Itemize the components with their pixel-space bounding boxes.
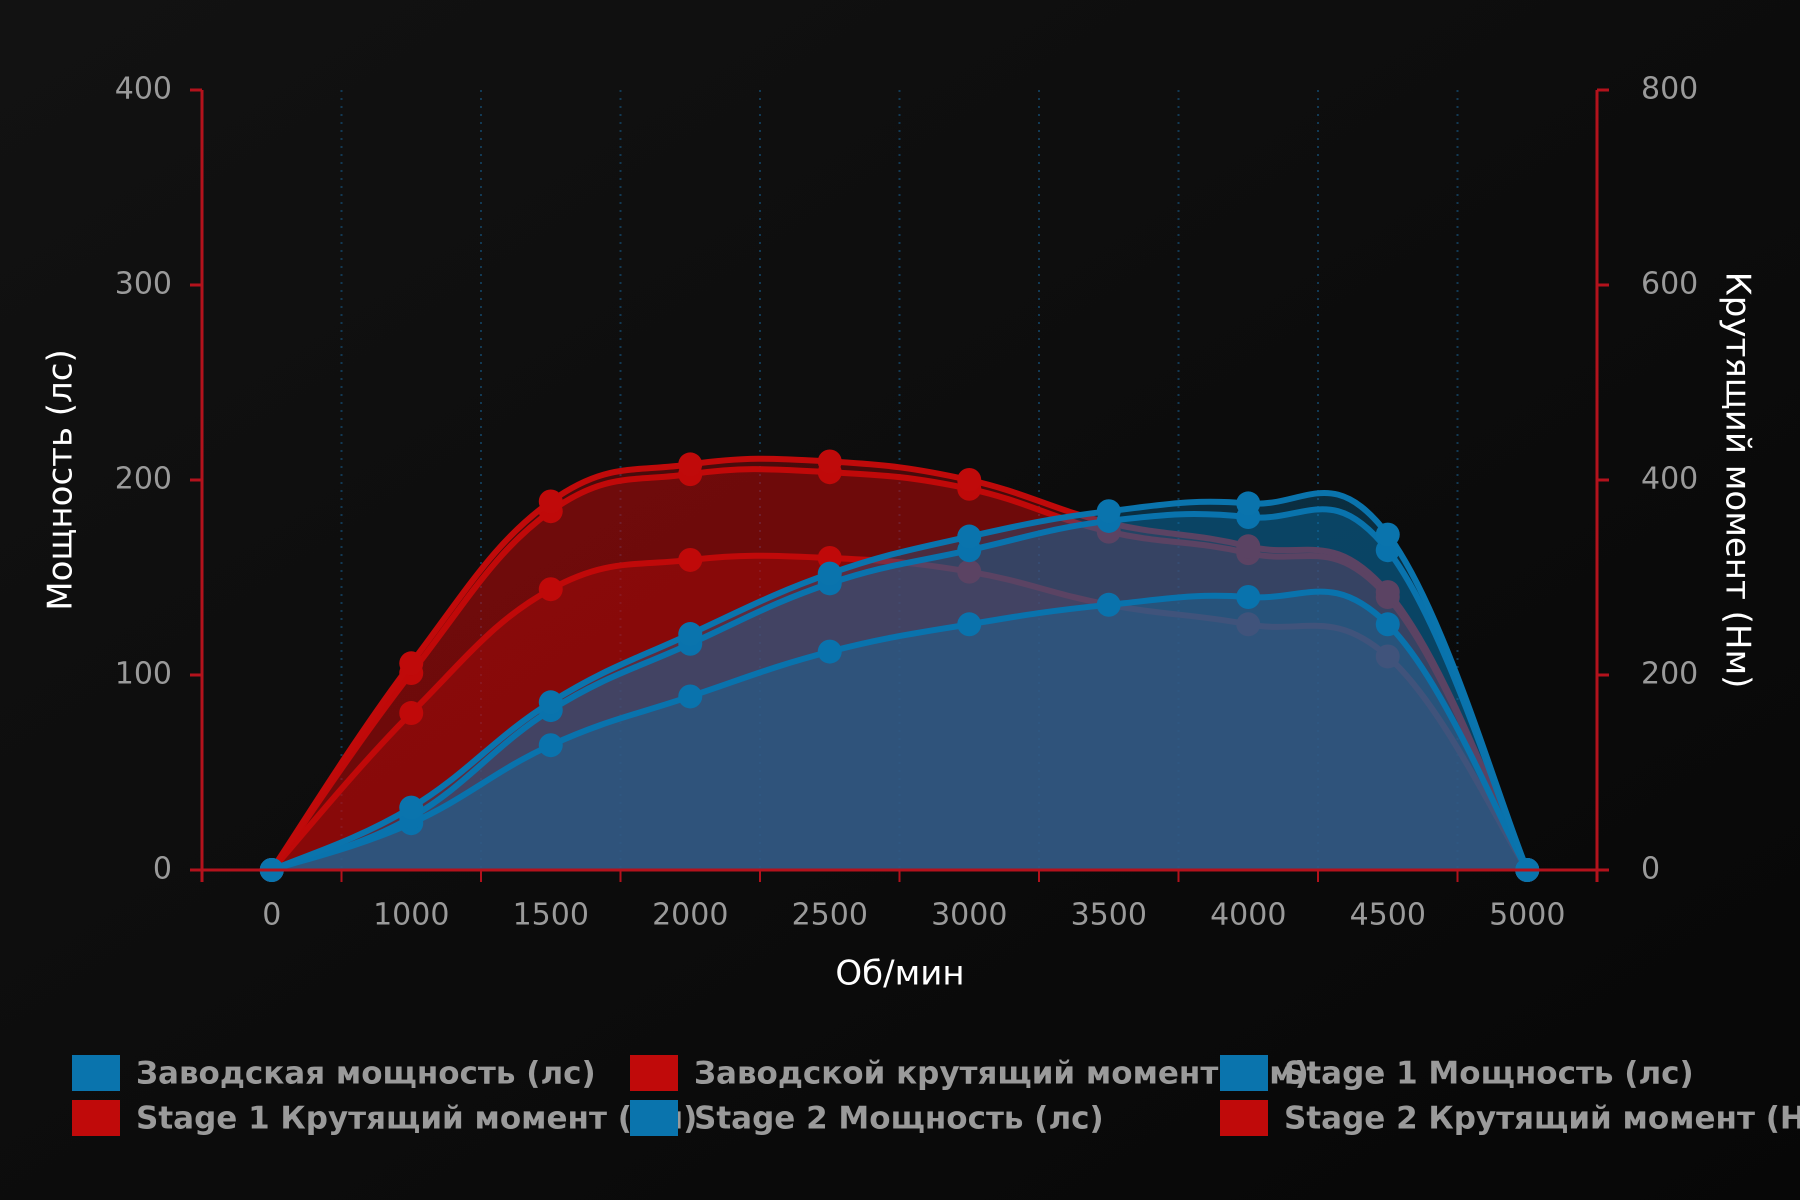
legend-swatch xyxy=(72,1100,120,1136)
x-tick-label: 5000 xyxy=(1489,898,1565,933)
legend-swatch xyxy=(1220,1100,1268,1136)
y-tick-label: 100 xyxy=(115,657,172,692)
y-tick-label: 300 xyxy=(115,267,172,302)
y2-tick-label: 200 xyxy=(1641,657,1698,692)
series-line xyxy=(269,455,1530,872)
x-tick-label: 0 xyxy=(262,898,281,933)
x-tick-label: 2000 xyxy=(652,898,728,933)
data-point xyxy=(1236,534,1261,559)
legend-swatch xyxy=(72,1055,120,1091)
series-area xyxy=(271,591,1528,870)
series-area xyxy=(271,492,1528,870)
x-tick-label: 1500 xyxy=(513,898,589,933)
legend-swatch xyxy=(630,1055,678,1091)
data-point xyxy=(1375,522,1400,547)
y2-tick-label: 600 xyxy=(1641,267,1698,302)
y-tick-label: 400 xyxy=(115,72,172,107)
data-point xyxy=(678,452,703,477)
x-tick-label: 1000 xyxy=(373,898,449,933)
x-tick-label: 4500 xyxy=(1350,898,1426,933)
data-point xyxy=(1375,644,1400,669)
data-point xyxy=(538,489,563,514)
data-point xyxy=(1236,612,1261,637)
data-point xyxy=(678,684,703,709)
data-point xyxy=(538,733,563,758)
series-area xyxy=(271,555,1528,870)
y2-tick-label: 0 xyxy=(1641,852,1660,887)
legend-label: Заводская мощность (лс) xyxy=(136,1056,596,1092)
x-tick-label: 3000 xyxy=(931,898,1007,933)
data-point xyxy=(957,468,982,492)
data-point xyxy=(538,577,563,602)
data-point xyxy=(678,622,703,647)
data-point xyxy=(399,651,424,676)
x-tick-label: 4000 xyxy=(1210,898,1286,933)
data-point xyxy=(817,561,842,586)
data-point xyxy=(957,612,982,637)
y2-axis-title: Крутящий момент (Нм) xyxy=(1718,272,1758,689)
data-point xyxy=(678,547,703,572)
series-area xyxy=(271,509,1528,870)
x-tick-label: 3500 xyxy=(1071,898,1147,933)
y-tick-label: 200 xyxy=(115,462,172,497)
legend-label: Stage 1 Крутящий момент (Нм) xyxy=(136,1101,697,1137)
y2-tick-label: 800 xyxy=(1641,72,1698,107)
data-point xyxy=(1236,491,1261,516)
y2-tick-label: 400 xyxy=(1641,462,1698,497)
data-point xyxy=(957,559,982,584)
legend-label: Stage 2 Мощность (лс) xyxy=(694,1101,1104,1137)
x-tick-label: 2500 xyxy=(792,898,868,933)
y-axis-title: Мощность (лс) xyxy=(41,349,81,611)
legend-label: Stage 1 Мощность (лс) xyxy=(1284,1056,1694,1092)
legend-swatch xyxy=(1220,1055,1268,1091)
legend-swatch xyxy=(630,1100,678,1136)
data-point xyxy=(399,795,424,820)
series-line xyxy=(270,506,1531,873)
data-point xyxy=(538,690,563,715)
legend-label: Stage 2 Крутящий момент (Нм) xyxy=(1284,1101,1800,1137)
data-point xyxy=(957,524,982,549)
y-tick-label: 0 xyxy=(153,852,172,887)
series-area xyxy=(271,458,1528,870)
data-point xyxy=(817,449,842,474)
x-axis-title: Об/мин xyxy=(835,954,964,994)
legend-label: Заводской крутящий момент (Нм) xyxy=(694,1056,1309,1092)
data-point xyxy=(1096,499,1121,524)
data-point xyxy=(1096,592,1121,617)
data-point xyxy=(1375,580,1400,605)
series-area xyxy=(271,469,1528,870)
series-line xyxy=(270,489,1531,873)
data-point xyxy=(817,639,842,664)
data-point xyxy=(1375,612,1400,637)
data-point xyxy=(1236,585,1261,609)
data-point xyxy=(399,701,424,726)
series-line xyxy=(269,466,1530,872)
series-line xyxy=(270,588,1530,873)
